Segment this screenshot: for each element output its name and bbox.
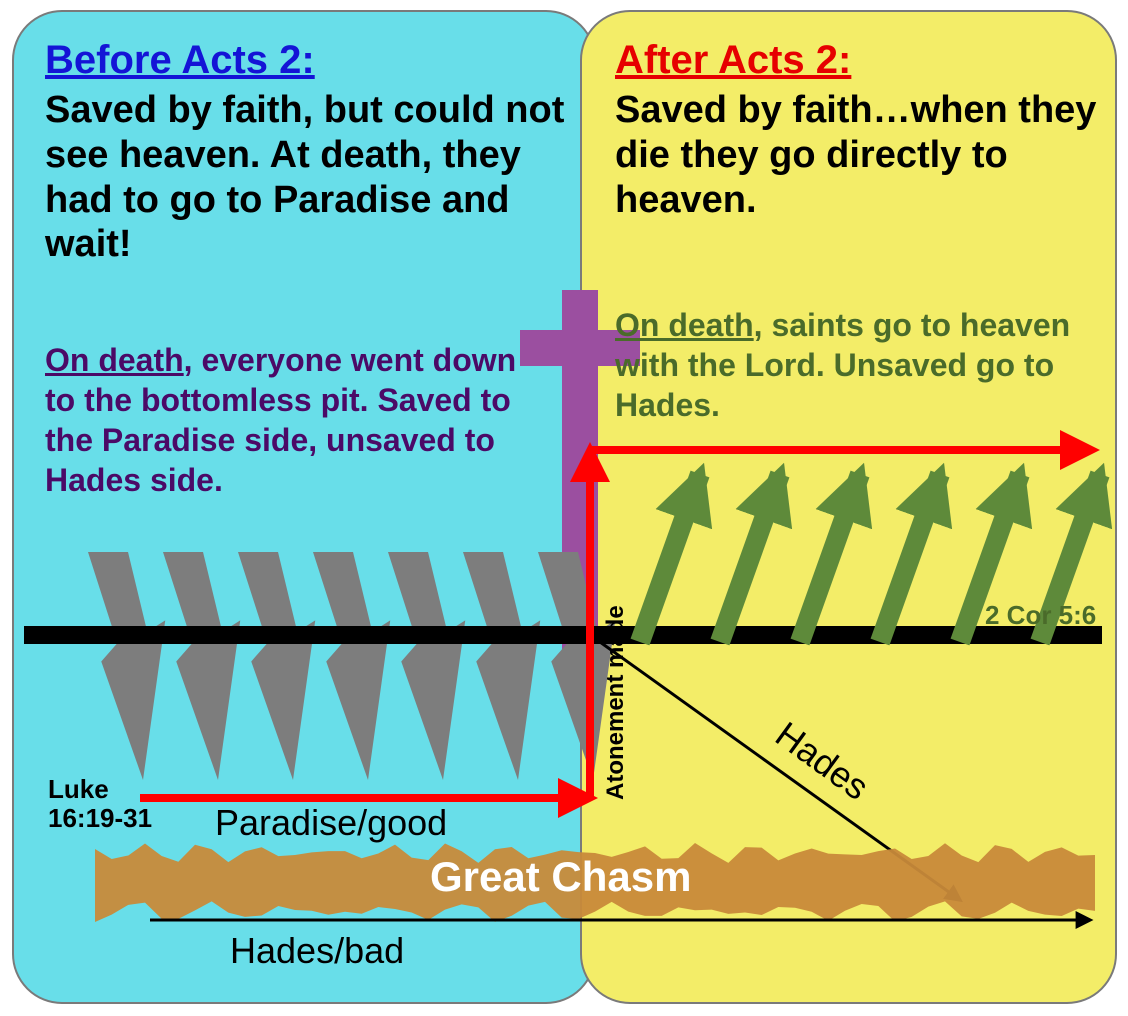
hades-bad-label: Hades/bad xyxy=(230,930,404,972)
paradise-label: Paradise/good xyxy=(215,802,447,844)
left-heading: Before Acts 2: xyxy=(45,38,315,83)
chasm-label: Great Chasm xyxy=(430,853,691,901)
right-body: Saved by faith…when they die they go dir… xyxy=(615,88,1105,222)
right-ref: 2 Cor 5:6 xyxy=(985,600,1096,631)
atonement-label: Atonement made xyxy=(602,605,630,800)
right-heading: After Acts 2: xyxy=(615,38,851,83)
left-subtext: On death, everyone went down to the bott… xyxy=(45,340,555,500)
right-subtext: On death, saints go to heaven with the L… xyxy=(615,305,1095,425)
left-ref: Luke16:19-31 xyxy=(48,775,152,832)
left-body: Saved by faith, but could not see heaven… xyxy=(45,88,585,267)
